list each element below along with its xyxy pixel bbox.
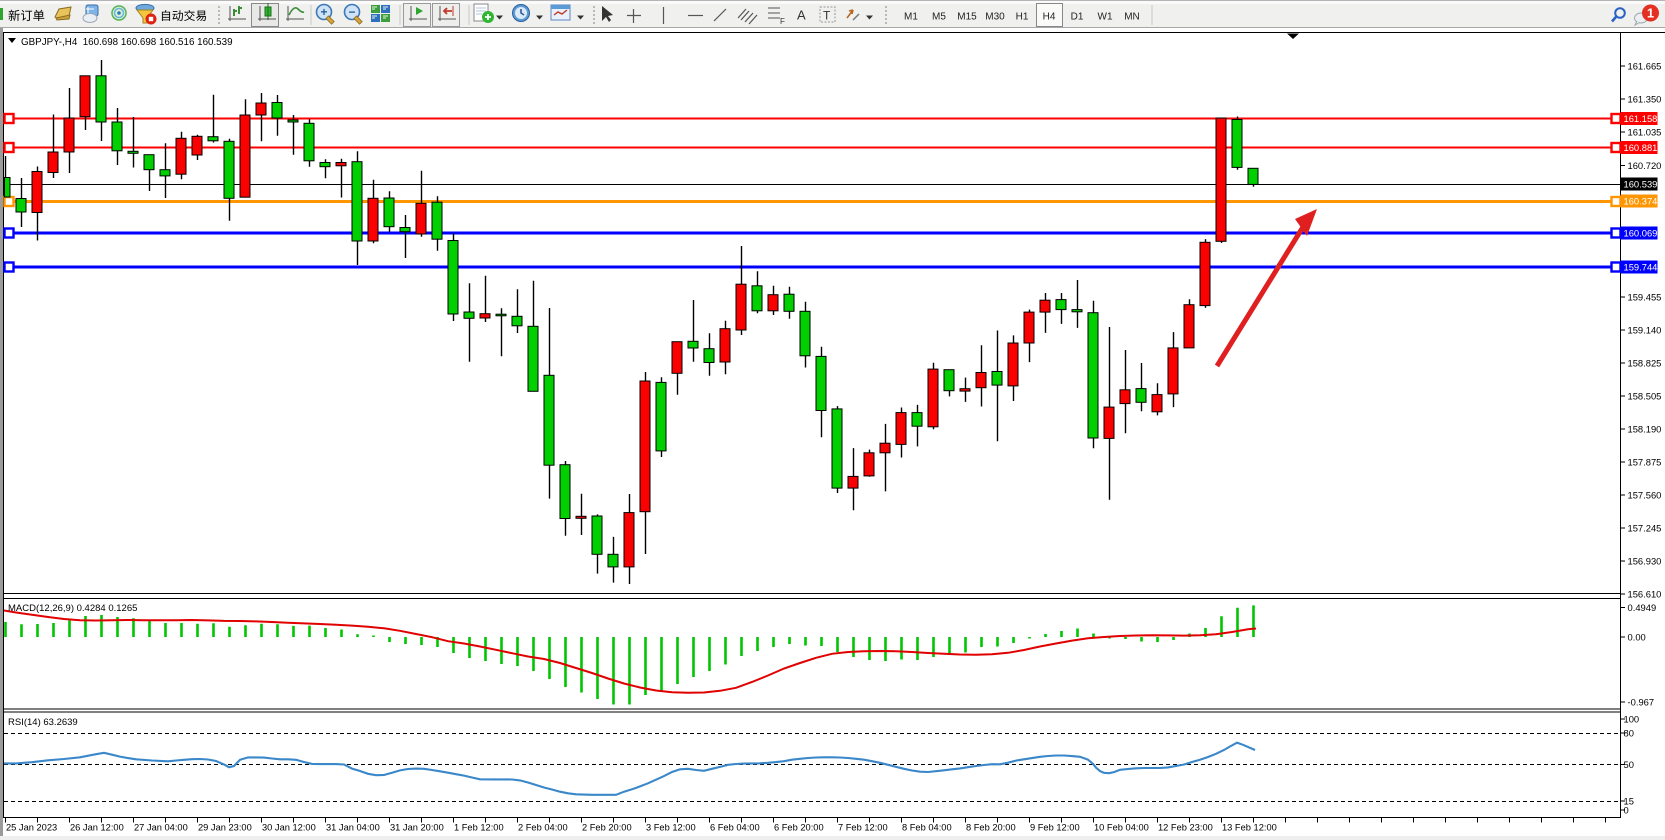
svg-text:161.158: 161.158 <box>1624 113 1658 124</box>
svg-text:157.875: 157.875 <box>1628 457 1662 468</box>
svg-text:161.665: 161.665 <box>1628 61 1662 72</box>
svg-text:0.4949: 0.4949 <box>1628 602 1657 613</box>
svg-text:29 Jan 23:00: 29 Jan 23:00 <box>198 823 252 833</box>
svg-text:0: 0 <box>1624 805 1629 816</box>
svg-text:50: 50 <box>1624 759 1634 770</box>
svg-text:160.539: 160.539 <box>1624 179 1658 190</box>
svg-text:M1: M1 <box>904 12 918 23</box>
svg-text:160.881: 160.881 <box>1624 142 1658 153</box>
svg-text:26 Jan 12:00: 26 Jan 12:00 <box>70 823 124 833</box>
svg-text:31 Jan 04:00: 31 Jan 04:00 <box>326 823 380 833</box>
svg-text:W1: W1 <box>1098 12 1113 23</box>
svg-text:9 Feb 12:00: 9 Feb 12:00 <box>1030 823 1080 833</box>
svg-text:+: + <box>320 5 327 19</box>
svg-text:27 Jan 04:00: 27 Jan 04:00 <box>134 823 188 833</box>
svg-text:H1: H1 <box>1016 12 1029 23</box>
svg-text:157.560: 157.560 <box>1628 490 1662 501</box>
svg-text:RSI(14) 63.2639: RSI(14) 63.2639 <box>8 717 78 728</box>
svg-text:MN: MN <box>1124 12 1140 23</box>
svg-text:2 Feb 04:00: 2 Feb 04:00 <box>518 823 568 833</box>
svg-text:31 Jan 20:00: 31 Jan 20:00 <box>390 823 444 833</box>
svg-text:M30: M30 <box>985 12 1005 23</box>
svg-text:7 Feb 12:00: 7 Feb 12:00 <box>838 823 888 833</box>
svg-text:157.245: 157.245 <box>1628 523 1662 534</box>
svg-text:A: A <box>797 8 806 23</box>
svg-text:D1: D1 <box>1071 12 1084 23</box>
svg-text:−: − <box>348 5 355 19</box>
svg-text:158.505: 158.505 <box>1628 391 1662 402</box>
svg-text:15: 15 <box>1624 796 1634 807</box>
svg-text:156.610: 156.610 <box>1628 589 1662 600</box>
svg-text:M15: M15 <box>957 12 977 23</box>
svg-text:M5: M5 <box>932 12 946 23</box>
svg-text:8 Feb 20:00: 8 Feb 20:00 <box>966 823 1016 833</box>
svg-text:1 Feb 12:00: 1 Feb 12:00 <box>454 823 504 833</box>
svg-text:-0.967: -0.967 <box>1628 697 1655 708</box>
svg-text:T: T <box>823 9 831 23</box>
svg-text:12 Feb 23:00: 12 Feb 23:00 <box>1158 823 1213 833</box>
svg-text:GBPJPY-,H4 160.698 160.698 16: GBPJPY-,H4 160.698 160.698 160.516 160.5… <box>21 37 233 48</box>
svg-text:6 Feb 04:00: 6 Feb 04:00 <box>710 823 760 833</box>
svg-text:100: 100 <box>1624 714 1640 725</box>
svg-text:156.930: 156.930 <box>1628 556 1662 567</box>
svg-text:F: F <box>780 17 785 26</box>
svg-text:159.455: 159.455 <box>1628 292 1662 303</box>
svg-text:80: 80 <box>1624 728 1634 739</box>
svg-text:159.140: 159.140 <box>1628 325 1662 336</box>
svg-text:160.720: 160.720 <box>1628 160 1662 171</box>
svg-text:MACD(12,26,9) 0.4284 0.1265: MACD(12,26,9) 0.4284 0.1265 <box>8 603 137 614</box>
svg-text:161.350: 161.350 <box>1628 94 1662 105</box>
svg-text:160.069: 160.069 <box>1624 228 1658 239</box>
svg-text:161.035: 161.035 <box>1628 127 1662 138</box>
svg-text:H4: H4 <box>1043 12 1056 23</box>
svg-text:0.00: 0.00 <box>1628 632 1646 643</box>
svg-text:30 Jan 12:00: 30 Jan 12:00 <box>262 823 316 833</box>
svg-text:159.744: 159.744 <box>1624 262 1658 273</box>
svg-text:160.374: 160.374 <box>1624 196 1658 207</box>
svg-text:3 Feb 12:00: 3 Feb 12:00 <box>646 823 696 833</box>
svg-text:158.825: 158.825 <box>1628 358 1662 369</box>
svg-text:25 Jan 2023: 25 Jan 2023 <box>6 823 57 833</box>
svg-text:1: 1 <box>1647 6 1654 21</box>
svg-text:158.190: 158.190 <box>1628 424 1662 435</box>
svg-text:2 Feb 20:00: 2 Feb 20:00 <box>582 823 632 833</box>
svg-text:6 Feb 20:00: 6 Feb 20:00 <box>774 823 824 833</box>
svg-text:8 Feb 04:00: 8 Feb 04:00 <box>902 823 952 833</box>
svg-text:13 Feb 12:00: 13 Feb 12:00 <box>1222 823 1277 833</box>
svg-text:10 Feb 04:00: 10 Feb 04:00 <box>1094 823 1149 833</box>
